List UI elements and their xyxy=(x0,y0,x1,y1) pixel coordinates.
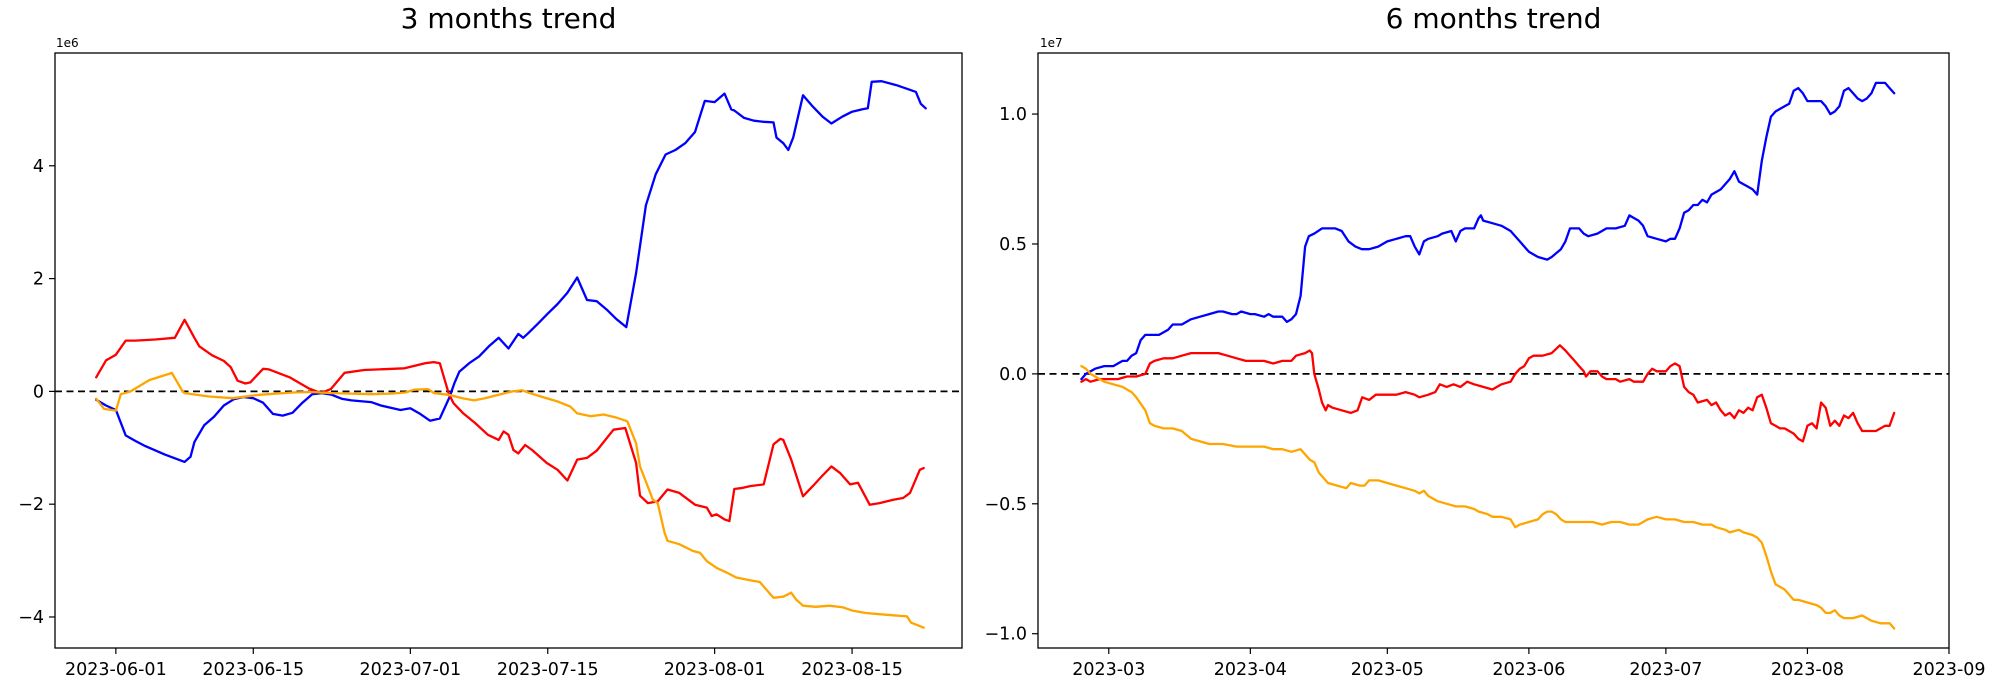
y-tick-label: 1.0 xyxy=(999,105,1027,125)
series-blue-line xyxy=(95,80,927,464)
x-tick-label: 2023-06-15 xyxy=(202,660,304,680)
y-tick-label: −0.5 xyxy=(985,495,1028,515)
y-tick-label: 0 xyxy=(33,382,44,402)
y-tick-label: −1.0 xyxy=(985,625,1028,645)
series-red-line xyxy=(95,318,925,523)
chart-area-6-months: 2023-03 2023-04 2023-05 2023-06 2023-07 2023-… xyxy=(985,52,1986,680)
y-axis-scale-label-1e6: 1e6 xyxy=(56,36,79,50)
x-tick-label: 2023-04 xyxy=(1214,660,1287,680)
y-tick-label: 2 xyxy=(33,270,44,290)
x-tick-label: 2023-07-01 xyxy=(359,660,461,680)
y-tick-label: −2 xyxy=(18,495,44,515)
plot-frame xyxy=(1037,52,1950,649)
chart-title-3-months: 3 months trend xyxy=(400,2,617,35)
series-blue-line xyxy=(1080,81,1896,381)
x-tick-label: 2023-08-15 xyxy=(801,660,903,680)
plot-frame xyxy=(54,52,963,649)
x-tick-label: 2023-09 xyxy=(1912,660,1985,680)
series-orange-line xyxy=(95,371,925,629)
series-red-line xyxy=(1080,344,1896,443)
x-tick-label: 2023-05 xyxy=(1351,660,1424,680)
y-tick-label: 0.0 xyxy=(999,365,1027,385)
x-tick-label: 2023-07 xyxy=(1629,660,1702,680)
x-tick-label: 2023-07-15 xyxy=(497,660,599,680)
y-tick-label: 0.5 xyxy=(999,235,1027,255)
x-tick-label: 2023-08 xyxy=(1771,660,1844,680)
chart-area-3-months: 2023-06-01 2023-06-15 2023-07-01 2023-07-15… xyxy=(18,52,963,680)
chart-title-6-months: 6 months trend xyxy=(1385,2,1602,35)
y-tick-label: −4 xyxy=(18,608,44,628)
x-tick-label: 2023-03 xyxy=(1072,660,1145,680)
x-tick-label: 2023-06-01 xyxy=(65,660,167,680)
y-axis-scale-label-1e7: 1e7 xyxy=(1040,36,1063,50)
y-tick-label: 4 xyxy=(33,157,44,177)
x-tick-label: 2023-06 xyxy=(1492,660,1565,680)
series-orange-line xyxy=(1080,364,1896,630)
x-tick-label: 2023-08-01 xyxy=(664,660,766,680)
